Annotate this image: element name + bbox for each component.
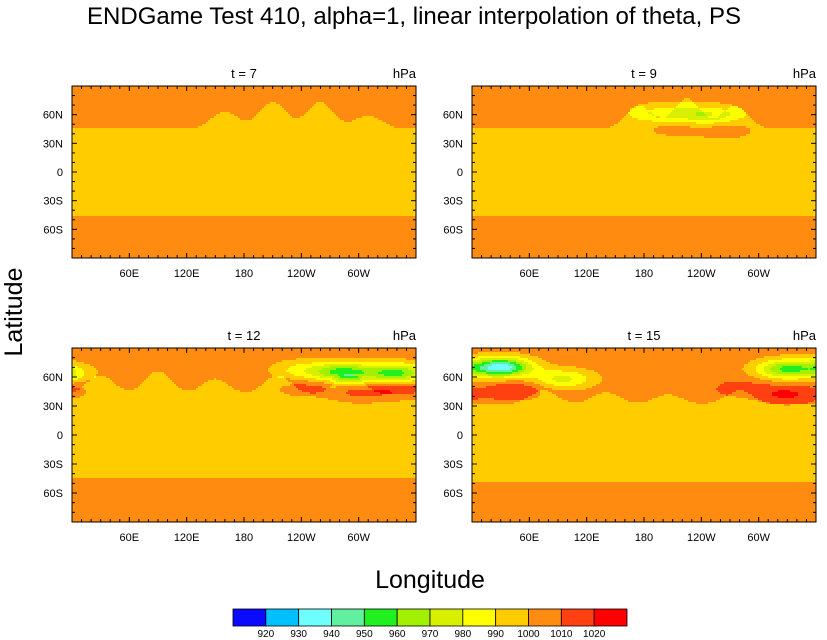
filled-contours [72, 86, 416, 258]
chart-title: ENDGame Test 410, alpha=1, linear interp… [87, 3, 741, 30]
